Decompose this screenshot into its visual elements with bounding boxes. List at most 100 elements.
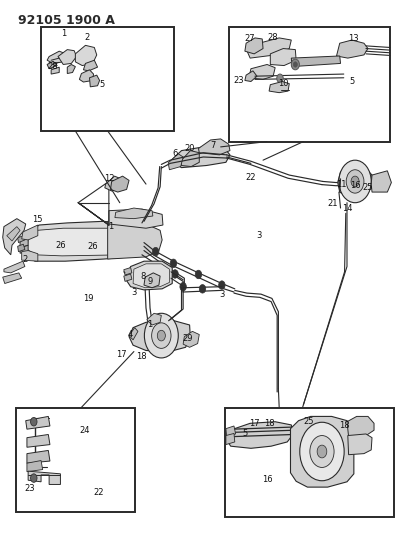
Text: 92105 1900 A: 92105 1900 A — [18, 14, 115, 27]
Circle shape — [300, 422, 344, 481]
Text: 23: 23 — [234, 76, 244, 85]
Text: 24: 24 — [79, 426, 90, 435]
Text: 22: 22 — [246, 173, 256, 182]
Text: 1: 1 — [147, 320, 152, 329]
Polygon shape — [83, 60, 98, 71]
Polygon shape — [3, 219, 26, 255]
Text: 29: 29 — [182, 334, 192, 343]
Circle shape — [195, 270, 202, 279]
Bar — [229, 27, 390, 142]
Polygon shape — [23, 221, 145, 261]
Circle shape — [351, 176, 359, 187]
Polygon shape — [133, 264, 169, 288]
Text: 11: 11 — [337, 180, 347, 189]
Circle shape — [291, 59, 299, 70]
Text: 7: 7 — [210, 141, 215, 150]
Polygon shape — [47, 51, 66, 63]
Polygon shape — [245, 71, 257, 82]
Polygon shape — [270, 49, 296, 66]
Text: 16: 16 — [350, 181, 360, 190]
Polygon shape — [4, 261, 25, 273]
Text: 16: 16 — [262, 475, 273, 483]
Text: 10: 10 — [278, 78, 288, 87]
Polygon shape — [144, 273, 160, 288]
Circle shape — [151, 323, 171, 349]
Text: 18: 18 — [339, 422, 350, 431]
Polygon shape — [125, 261, 172, 290]
Circle shape — [156, 261, 162, 270]
Polygon shape — [247, 38, 291, 58]
Polygon shape — [75, 45, 97, 66]
Polygon shape — [27, 434, 50, 447]
Polygon shape — [226, 422, 293, 448]
Text: 25: 25 — [362, 183, 373, 192]
Polygon shape — [105, 176, 121, 191]
Text: 28: 28 — [48, 62, 58, 71]
Polygon shape — [18, 244, 25, 252]
Text: 28: 28 — [268, 34, 279, 43]
Text: 17: 17 — [249, 419, 260, 428]
Polygon shape — [27, 228, 141, 256]
Polygon shape — [27, 450, 50, 463]
Polygon shape — [348, 434, 372, 455]
Polygon shape — [291, 56, 341, 67]
Text: 6: 6 — [173, 149, 178, 158]
Text: 12: 12 — [104, 174, 114, 183]
Text: 17: 17 — [116, 350, 126, 359]
Text: 1: 1 — [108, 222, 113, 231]
Text: 15: 15 — [32, 215, 43, 224]
Polygon shape — [28, 471, 60, 484]
Bar — [225, 408, 394, 518]
Text: 23: 23 — [24, 484, 35, 493]
Polygon shape — [183, 332, 199, 348]
Polygon shape — [18, 236, 25, 243]
Polygon shape — [109, 209, 163, 228]
Circle shape — [170, 259, 177, 268]
Polygon shape — [226, 433, 235, 445]
Polygon shape — [7, 227, 20, 241]
Polygon shape — [108, 221, 162, 259]
Text: 13: 13 — [349, 35, 359, 44]
Polygon shape — [22, 225, 38, 240]
Text: 1: 1 — [61, 29, 66, 38]
Circle shape — [180, 282, 186, 291]
Circle shape — [339, 160, 371, 203]
Text: 25: 25 — [303, 417, 313, 426]
Polygon shape — [27, 461, 43, 472]
Polygon shape — [129, 320, 190, 352]
Polygon shape — [115, 208, 153, 219]
Polygon shape — [168, 154, 183, 169]
Text: 8: 8 — [140, 272, 145, 280]
Bar — [16, 408, 135, 512]
Text: 3: 3 — [256, 231, 262, 240]
Polygon shape — [337, 40, 368, 58]
Polygon shape — [338, 165, 372, 197]
Circle shape — [199, 285, 206, 293]
Circle shape — [293, 62, 297, 67]
Text: 5: 5 — [242, 430, 247, 439]
Text: 20: 20 — [184, 144, 195, 153]
Polygon shape — [47, 61, 57, 69]
Circle shape — [346, 169, 364, 193]
Text: 3: 3 — [219, 289, 224, 298]
Text: 9: 9 — [147, 277, 153, 286]
Text: 18: 18 — [136, 352, 147, 361]
Circle shape — [172, 270, 178, 278]
Text: 4: 4 — [127, 330, 132, 339]
Circle shape — [157, 330, 165, 341]
Circle shape — [277, 74, 283, 83]
Polygon shape — [58, 50, 77, 64]
Polygon shape — [67, 64, 75, 74]
Polygon shape — [170, 147, 230, 167]
Circle shape — [30, 474, 37, 482]
Polygon shape — [20, 237, 28, 248]
Circle shape — [152, 247, 159, 256]
Polygon shape — [79, 70, 94, 82]
Polygon shape — [129, 328, 138, 340]
Polygon shape — [51, 67, 59, 74]
Polygon shape — [90, 75, 100, 87]
Polygon shape — [181, 151, 199, 166]
Polygon shape — [245, 38, 263, 54]
Text: 19: 19 — [83, 294, 94, 303]
Text: 26: 26 — [55, 241, 66, 250]
